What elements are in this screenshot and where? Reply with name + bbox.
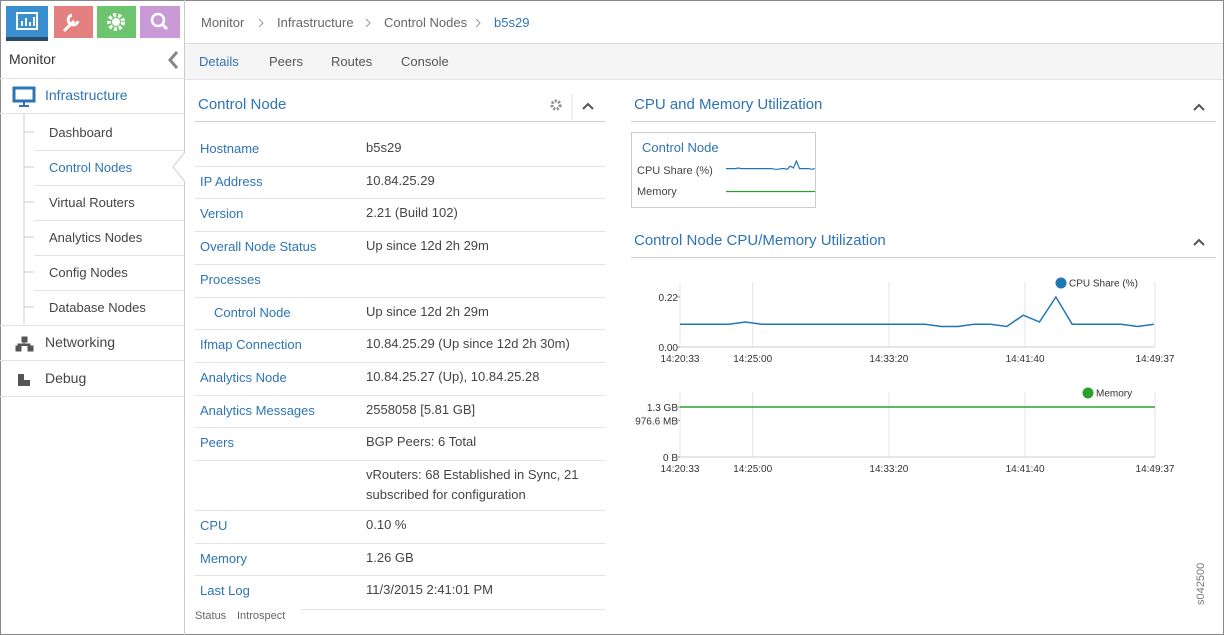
field-value: Up since 12d 2h 29m [366,303,489,319]
separator [195,361,605,363]
query-button[interactable] [140,6,180,38]
tab[interactable]: Console [401,54,449,69]
field-value: 10.84.25.29 [366,172,435,188]
field-value: vRouters: 68 Established in Sync, 21 sub… [366,467,579,502]
separator [195,460,605,461]
separator [195,427,605,429]
panel-title: Control Node [198,96,287,113]
icon [16,12,38,30]
separator [195,165,605,167]
separator [300,609,605,611]
separator [195,542,605,544]
active-indicator [6,37,48,41]
field-value: 1.26 GB [366,549,414,565]
breadcrumb-item[interactable]: Infrastructure [277,15,354,30]
toolbar [6,6,180,41]
nav-section[interactable]: Networking [45,334,116,350]
field-label: Control Node [214,304,291,320]
field-label: Version [200,206,244,222]
separator [34,255,184,256]
nav-item[interactable]: Database Nodes [49,300,146,315]
field-value: 2558058 [5.81 GB] [366,401,476,417]
separator [195,296,605,298]
sparkline-title[interactable]: Control Node [642,140,719,155]
sidebar [0,0,185,635]
sparkline-label: Memory [637,186,677,198]
icon [107,13,125,31]
nav-item[interactable]: Virtual Routers [49,195,135,210]
separator [34,185,184,186]
field-label: Last Log [200,583,250,599]
separator [631,257,1216,258]
tab-bar [185,43,1223,80]
field-value: 0.10 % [366,517,407,532]
separator [0,325,184,326]
icon [150,12,166,28]
panel-title: Control Node CPU/Memory Utilization [634,232,886,249]
footer-link[interactable]: Status [195,610,227,622]
field-label: IP Address [200,173,263,189]
separator [0,78,184,79]
tab[interactable]: Details [199,54,239,69]
separator [195,198,605,200]
field-value: BGP Peers: 6 Total [366,434,477,450]
nav-item[interactable]: Analytics Nodes [49,230,143,245]
field-label: Ifmap Connection [200,337,302,353]
separator [195,510,605,511]
nav-section[interactable]: Debug [45,370,87,386]
separator [631,121,1216,122]
nav-item[interactable]: Config Nodes [49,265,128,280]
separator [195,263,605,265]
separator [0,113,184,114]
separator [34,150,184,151]
icon [160,22,169,31]
sidebar-title: Monitor [9,51,56,67]
field-value: 10.84.25.27 (Up), 10.84.25.28 [366,368,540,384]
separator [34,220,184,221]
tab[interactable]: Peers [269,54,303,69]
separator [195,329,605,331]
separator [0,396,184,397]
tab[interactable]: Routes [331,54,373,69]
field-label: Memory [200,550,247,566]
icon [62,13,80,33]
breadcrumb-item[interactable]: Control Nodes [384,15,468,30]
footer-link[interactable]: Introspect [237,610,286,622]
field-label: Processes [200,271,261,287]
field-label: Hostname [200,141,260,156]
separator [195,121,605,122]
separator [0,360,184,361]
field-label: Peers [200,435,234,451]
nav-item[interactable]: Control Nodes [49,160,133,175]
nav-item[interactable]: Dashboard [49,125,113,140]
breadcrumb-item: b5s29 [494,15,530,30]
field-value: Up since 12d 2h 29m [366,238,489,254]
separator [195,231,605,233]
field-label: Analytics Node [200,369,287,385]
nav-section[interactable]: Infrastructure [45,87,128,103]
separator [195,394,605,396]
field-value: 2.21 (Build 102) [366,205,458,221]
icon [112,18,120,26]
field-label: Analytics Messages [200,402,315,418]
field-label: CPU [200,518,228,533]
icon [21,17,35,26]
separator [195,575,605,577]
field-value: 10.84.25.29 (Up since 12d 2h 30m) [366,336,570,352]
panel-title: CPU and Memory Utilization [634,96,823,113]
field-value: b5s29 [366,140,402,155]
field-label: Overall Node Status [200,239,317,255]
sparkline-label: CPU Share (%) [637,165,713,177]
breadcrumb-item[interactable]: Monitor [201,15,245,30]
field-value: 11/3/2015 2:41:01 PM [366,582,493,598]
separator [34,290,184,291]
